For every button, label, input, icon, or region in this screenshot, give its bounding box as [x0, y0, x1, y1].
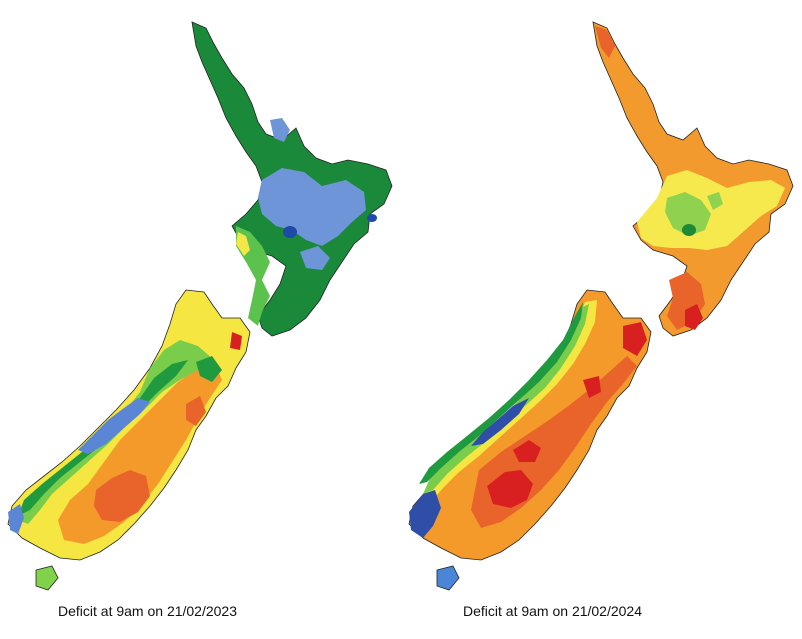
south-island-red-zone: [487, 470, 533, 508]
soil-deficit-map-2023: [7, 21, 393, 591]
north-island-light-green-zone: [665, 192, 711, 236]
south-island-red-zone: [623, 322, 647, 356]
south-island-2023: [7, 289, 251, 591]
stewart-island: [35, 565, 59, 591]
north-island-blue-patch: [300, 246, 330, 270]
map-panel-2024: Deficit at 9am on 21/02/2024: [401, 0, 802, 639]
north-island-2024: [592, 21, 794, 337]
south-island-shape: [408, 289, 652, 561]
stewart-island: [436, 565, 460, 591]
south-island-red-zone: [513, 440, 541, 462]
south-island-red-zone: [583, 376, 601, 398]
south-island-deep-orange-zone: [186, 396, 206, 426]
south-island-deep-orange-zone: [94, 470, 150, 522]
north-island-blue-patch: [258, 168, 366, 246]
north-island-green-spot: [682, 224, 696, 236]
map-caption-2024: Deficit at 9am on 21/02/2024: [463, 603, 643, 619]
fiordland-blue: [409, 490, 441, 538]
soil-deficit-map-2024: [408, 21, 794, 591]
north-island-light-green-zone: [707, 192, 723, 210]
north-island-deep-blue-spot: [283, 226, 297, 238]
south-island-green-band: [419, 302, 583, 484]
north-island-yellow-patch: [236, 232, 250, 256]
south-island-green-patch: [196, 356, 222, 382]
south-island-red-zone: [230, 332, 242, 350]
map-caption-2023: Deficit at 9am on 21/02/2023: [58, 603, 238, 619]
north-island-2023: [191, 21, 393, 337]
north-island-blue-patch: [270, 118, 290, 142]
north-island-deep-orange-zone: [595, 26, 615, 58]
north-island-yellow-zone: [637, 170, 785, 250]
south-island-blue-band: [78, 398, 150, 454]
map-panel-2023: Deficit at 9am on 21/02/2023: [7, 21, 393, 619]
north-island-deep-blue-spot: [367, 214, 377, 222]
south-island-light-green-band: [423, 304, 589, 494]
south-island-blue-band: [471, 398, 529, 446]
south-island-shape: [7, 289, 251, 561]
fiordland-blue: [8, 504, 24, 534]
north-island-red-zone: [685, 304, 703, 330]
south-island-2024: [408, 289, 652, 591]
